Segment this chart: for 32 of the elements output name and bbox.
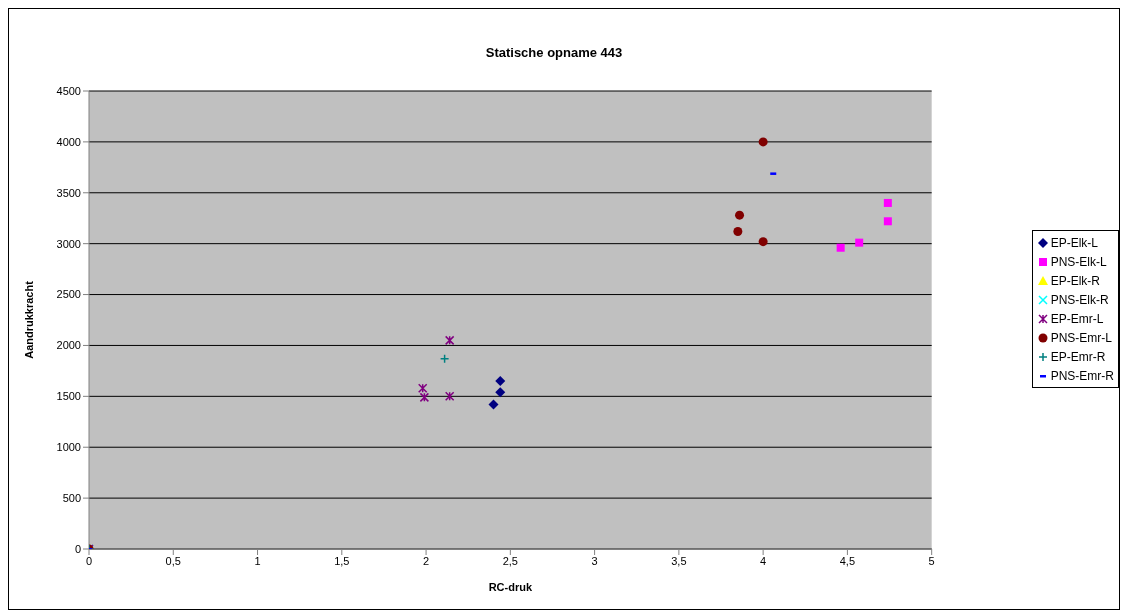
x-tick-label: 0	[85, 554, 93, 567]
y-tick-label: 3500	[56, 186, 81, 199]
legend-label: PNS-Emr-L	[1050, 330, 1113, 345]
y-tick-label: 500	[62, 492, 81, 505]
x-axis-title: RC-druk	[488, 581, 533, 593]
x-tick-label: 1	[254, 554, 261, 567]
x-tick-label: 5	[928, 554, 935, 567]
legend-label: EP-Emr-L	[1050, 311, 1104, 326]
y-tick-label: 2000	[56, 339, 81, 352]
x-tick-label: 2	[423, 554, 430, 567]
y-tick-label: 3000	[56, 237, 81, 250]
x-tick-label: 0,5	[165, 554, 181, 567]
y-tick-label: 0	[74, 542, 81, 555]
x-tick-label: 1,5	[334, 554, 350, 567]
x-tick-label: 3,5	[671, 554, 687, 567]
y-tick-label: 4500	[56, 84, 81, 97]
x-tick-label: 3	[591, 554, 598, 567]
legend-label: PNS-Elk-L	[1050, 254, 1107, 269]
legend-label: PNS-Emr-R	[1050, 368, 1114, 383]
y-tick-label: 1000	[56, 441, 81, 454]
y-tick-label: 1500	[56, 390, 81, 403]
y-tick-label: 2500	[56, 288, 81, 301]
legend-label: PNS-Elk-R	[1050, 292, 1109, 307]
x-tick-label: 4	[760, 554, 767, 567]
x-tick-label: 4,5	[839, 554, 856, 567]
y-tick-label: 4000	[56, 135, 81, 148]
legend-label: EP-Elk-R	[1050, 273, 1101, 288]
legend-label: EP-Emr-R	[1050, 349, 1106, 364]
y-axis-title: Aandrukkracht	[22, 280, 35, 359]
x-tick-label: 2,5	[502, 554, 518, 567]
chart-title: Statische opname 443	[484, 45, 624, 60]
legend-label: EP-Elk-L	[1050, 235, 1099, 250]
